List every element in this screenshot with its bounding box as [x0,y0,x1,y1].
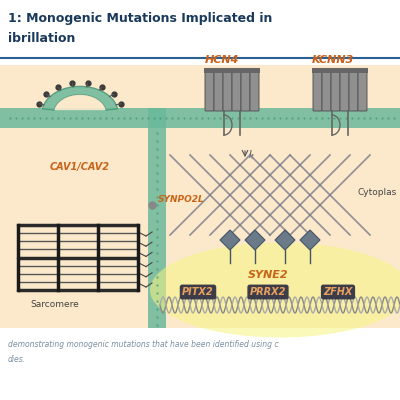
Text: PITX2: PITX2 [182,287,214,297]
FancyBboxPatch shape [250,71,259,111]
Text: CAV1/CAV2: CAV1/CAV2 [50,162,110,172]
Text: PRRX2: PRRX2 [250,287,286,297]
Text: 1: Monogenic Mutations Implicated in: 1: Monogenic Mutations Implicated in [8,12,272,25]
Ellipse shape [150,242,400,338]
Text: HCN4: HCN4 [205,55,239,65]
Text: $\mathit{I}_\mathrm{f}$: $\mathit{I}_\mathrm{f}$ [248,148,256,162]
Bar [0,108,400,128]
Text: ZFHX: ZFHX [323,287,353,297]
Polygon shape [300,230,320,250]
Text: dies.: dies. [8,355,26,364]
Text: SYNPO2L: SYNPO2L [158,196,205,204]
FancyBboxPatch shape [223,71,232,111]
Text: ibrillation: ibrillation [8,32,75,45]
Text: Sarcomere: Sarcomere [31,300,79,309]
Text: SYNE2: SYNE2 [248,270,288,280]
FancyBboxPatch shape [322,71,331,111]
Bar [312,68,368,73]
Text: demonstrating monogenic mutations that have been identified using c: demonstrating monogenic mutations that h… [8,340,279,349]
Polygon shape [245,230,265,250]
FancyBboxPatch shape [232,71,241,111]
Polygon shape [54,95,106,110]
Bar [204,68,260,73]
Polygon shape [220,230,240,250]
FancyBboxPatch shape [205,71,214,111]
Bar [148,108,166,328]
FancyBboxPatch shape [358,71,367,111]
Bar [0,65,400,328]
FancyBboxPatch shape [340,71,349,111]
Polygon shape [275,230,295,250]
FancyBboxPatch shape [349,71,358,111]
FancyBboxPatch shape [241,71,250,111]
FancyBboxPatch shape [214,71,223,111]
Text: KCNN3: KCNN3 [312,55,354,65]
FancyBboxPatch shape [313,71,322,111]
Polygon shape [42,86,118,110]
Text: Cytoplas: Cytoplas [358,188,397,197]
FancyBboxPatch shape [331,71,340,111]
